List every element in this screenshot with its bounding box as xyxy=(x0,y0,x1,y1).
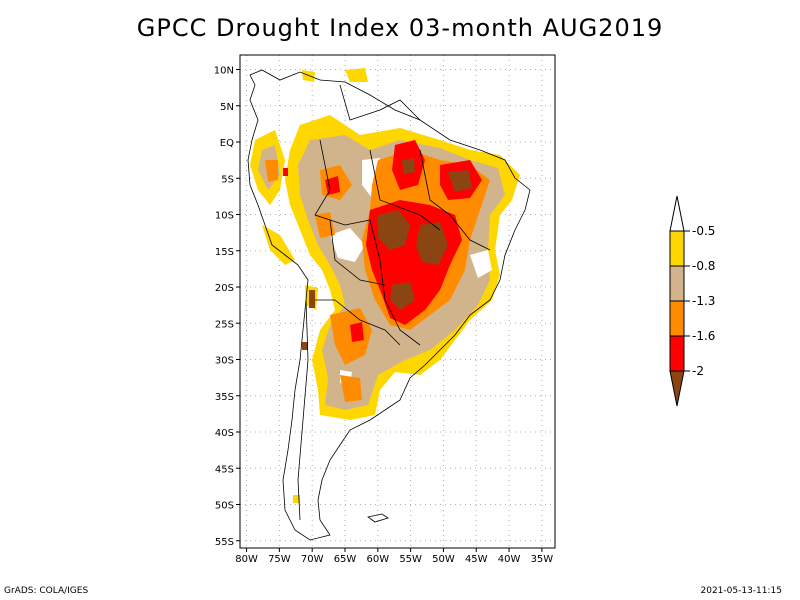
timestamp: 2021-05-13-11:15 xyxy=(700,586,783,596)
lat-label: 5S xyxy=(221,174,234,185)
colorbar-box-orange xyxy=(669,300,685,337)
drought-shading xyxy=(250,68,520,503)
colorbar: -0.5 -0.8 -1.3 -1.6 -2 xyxy=(669,195,715,407)
lon-label: 35W xyxy=(531,554,554,565)
border-bolivia xyxy=(329,219,386,286)
latitude-labels: 10N 5N EQ 5S 10S 15S 20S 25S 30S 35S 40S 45S 50S 55S xyxy=(214,66,240,548)
shade-brown-goias xyxy=(416,222,448,265)
shade-brown-ne xyxy=(448,170,472,192)
lat-label: 50S xyxy=(215,501,234,512)
lon-label: 65W xyxy=(334,554,357,565)
map-frame xyxy=(239,54,556,549)
border-states-2 xyxy=(369,149,441,231)
shade-brown-mato xyxy=(378,210,410,250)
lat-label: 5N xyxy=(220,102,234,113)
lon-label: 70W xyxy=(301,554,324,565)
shade-brown-chile1 xyxy=(309,290,315,308)
lon-label: 40W xyxy=(498,554,521,565)
shade-brown-parana xyxy=(390,282,415,310)
colorbar-box-red xyxy=(669,335,685,372)
border-brazil-west xyxy=(314,139,421,346)
longitude-labels: 80W 75W 70W 65W 60W 55W 50W 45W 40W 35W xyxy=(235,548,553,565)
shade-yellow-colombia xyxy=(302,70,315,82)
shade-orange-peru xyxy=(265,160,278,182)
coastlines xyxy=(247,69,531,541)
shade-brown-chile2 xyxy=(302,342,308,350)
lon-label: 45W xyxy=(465,554,488,565)
falklands xyxy=(367,513,389,523)
shade-orange-arg xyxy=(340,375,362,402)
lon-label: 55W xyxy=(399,554,422,565)
legend-label: -2 xyxy=(692,364,704,378)
border-argentina xyxy=(315,299,401,346)
lon-label: 80W xyxy=(235,554,258,565)
colorbar-top-cap xyxy=(669,195,685,232)
shade-orange-chaco xyxy=(315,212,335,238)
lat-label: 45S xyxy=(215,464,234,475)
continent-outline xyxy=(247,69,531,541)
colorbar-box-tan xyxy=(669,265,685,302)
shade-yellow-guiana xyxy=(345,68,368,82)
lat-label: 30S xyxy=(215,356,234,367)
grid-lines xyxy=(240,55,555,548)
legend-label: -0.8 xyxy=(692,259,715,273)
legend-label: -1.6 xyxy=(692,329,715,343)
colorbar-box-yellow xyxy=(669,230,685,267)
border-chile xyxy=(297,299,309,521)
hole-west xyxy=(330,228,365,262)
lat-label: 55S xyxy=(215,537,234,548)
border-states-1 xyxy=(419,149,491,251)
lat-label: 10S xyxy=(215,211,234,222)
grads-credit: GrADS: COLA/IGES xyxy=(4,586,89,596)
legend-label: -1.3 xyxy=(692,294,715,308)
lat-label: 40S xyxy=(215,428,234,439)
border-guianas xyxy=(339,84,421,121)
lon-label: 60W xyxy=(367,554,390,565)
shade-yellow-coast xyxy=(262,225,295,265)
shade-red-sw xyxy=(350,322,364,342)
lat-label: EQ xyxy=(220,138,234,149)
lon-label: 50W xyxy=(432,554,455,565)
shade-red-peru xyxy=(283,168,288,176)
lat-label: 35S xyxy=(215,392,234,403)
shade-brown-north xyxy=(402,158,415,174)
colorbar-bottom-cap xyxy=(669,370,685,407)
lon-label: 75W xyxy=(268,554,291,565)
lat-label: 15S xyxy=(215,247,234,258)
map-title: GPCC Drought Index 03-month AUG2019 xyxy=(136,14,664,42)
shade-red-west xyxy=(325,176,340,195)
legend-label: -0.5 xyxy=(692,224,715,238)
shade-yellow-patagonia xyxy=(293,495,300,503)
lat-label: 10N xyxy=(214,66,234,77)
lat-label: 25S xyxy=(215,319,234,330)
lat-label: 20S xyxy=(215,283,234,294)
hole-ne xyxy=(470,250,492,278)
